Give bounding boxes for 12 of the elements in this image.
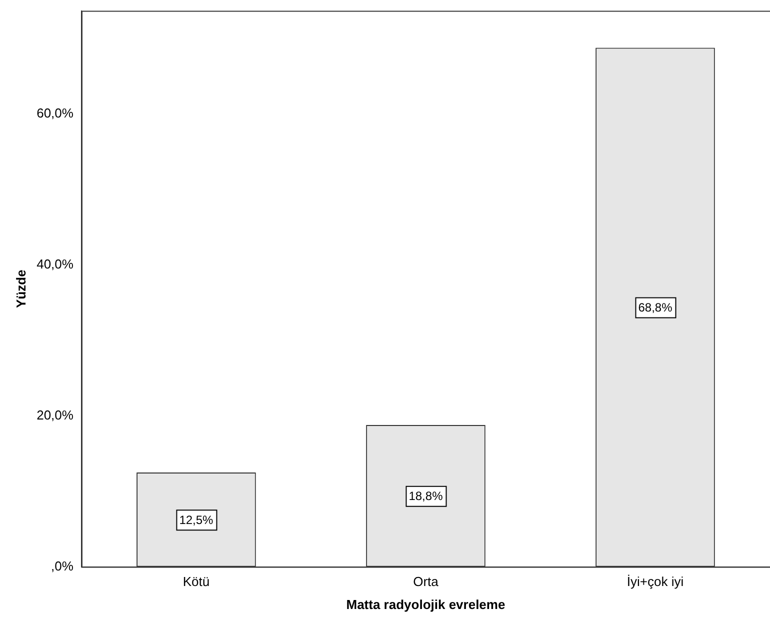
y-tick-label: ,0%	[51, 558, 74, 574]
y-tick-label: 60,0%	[36, 106, 74, 121]
data-label: 18,8%	[408, 489, 444, 504]
data-label: 68,8%	[638, 300, 673, 315]
y-tick-label: 20,0%	[36, 407, 74, 422]
x-axis-title: Matta radyolojik evreleme	[346, 596, 506, 612]
x-tick-label: Kötü	[182, 574, 210, 590]
y-tick-label: 40,0%	[36, 256, 74, 272]
data-label: 12,5%	[179, 512, 214, 527]
x-tick-label: Orta	[413, 574, 440, 590]
y-axis-title: Yüzde	[13, 270, 28, 308]
x-tick-label: İyi+çok iyi	[626, 574, 684, 590]
